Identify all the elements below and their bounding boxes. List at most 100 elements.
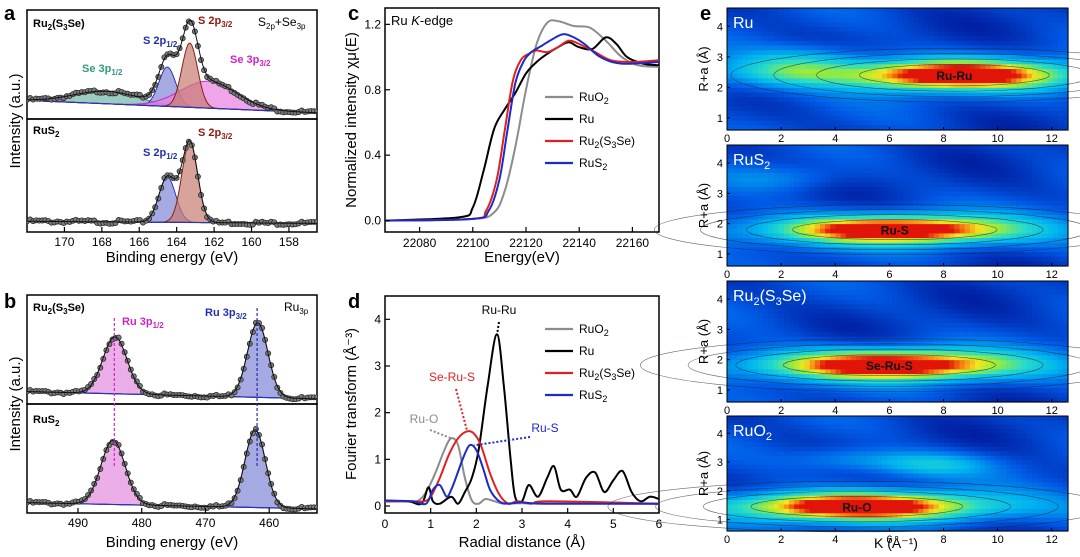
heat-cell — [990, 191, 997, 197]
heat-cell — [820, 36, 826, 42]
heat-cell — [969, 26, 976, 33]
heat-cell — [742, 256, 749, 262]
heat-cell — [1016, 252, 1023, 258]
heat-cell — [892, 242, 899, 248]
heat-cell — [980, 145, 986, 151]
heat-cell — [742, 40, 749, 47]
heat-cell — [799, 224, 806, 230]
heat-cell — [789, 87, 795, 94]
heat-cell — [830, 355, 837, 361]
heat-cell — [1011, 31, 1017, 37]
heat-cell — [732, 8, 738, 14]
heat-cell — [727, 299, 733, 305]
heat-cell — [794, 308, 800, 315]
heat-cell — [959, 50, 966, 56]
heat-cell — [804, 163, 811, 169]
heat-cell — [995, 69, 1002, 75]
heat-cell — [990, 200, 997, 207]
heat-cell — [778, 64, 785, 70]
heat-cell — [727, 59, 733, 65]
heat-cell — [799, 31, 806, 37]
heat-cell — [1062, 196, 1069, 202]
panel-letter-a: a — [4, 3, 16, 25]
heat-cell — [1011, 261, 1017, 267]
heat-cell — [1016, 149, 1023, 155]
heat-cell — [794, 304, 800, 310]
heat-cell — [980, 224, 986, 230]
heat-cell — [938, 256, 945, 262]
heat-cell — [866, 168, 873, 174]
heat-cell — [897, 87, 904, 94]
heat-cell — [887, 261, 893, 267]
heat-cell — [732, 281, 738, 287]
heat-cell — [768, 78, 775, 84]
heat-cell — [1000, 182, 1007, 188]
heat-cell — [1047, 54, 1054, 61]
heat-cell — [794, 163, 800, 169]
heat-cell — [1011, 106, 1017, 112]
heat-cell — [944, 69, 950, 75]
heat-cell — [773, 336, 780, 343]
heat-cell — [1011, 26, 1017, 33]
heat-cell — [789, 191, 795, 197]
heat-cell — [763, 210, 769, 216]
heat-cell — [861, 378, 868, 384]
heat-cell — [799, 120, 806, 126]
heat-cell — [732, 252, 738, 258]
x-tick-label: 12 — [1046, 133, 1058, 145]
panel-d-xlabel: Radial distance (Å) — [459, 534, 586, 551]
heat-cell — [830, 54, 837, 61]
heat-cell — [985, 125, 992, 131]
heat-cell — [799, 388, 806, 394]
heat-cell — [954, 214, 961, 221]
heat-cell — [773, 355, 780, 361]
heat-cell — [1000, 168, 1007, 174]
heat-cell — [835, 322, 842, 329]
heat-cell — [768, 369, 775, 375]
heat-cell — [758, 210, 764, 216]
heat-cell — [913, 101, 919, 108]
heat-cell — [1026, 69, 1033, 75]
heat-cell — [975, 36, 981, 42]
heat-cell — [871, 214, 878, 221]
heat-cell — [752, 299, 759, 305]
heat-cell — [1052, 214, 1059, 221]
heat-cell — [995, 50, 1002, 56]
heat-cell — [804, 374, 811, 380]
heat-cell — [866, 115, 873, 122]
heat-cell — [835, 219, 842, 225]
heat-cell — [778, 392, 785, 398]
heat-cell — [861, 186, 868, 193]
heat-cell — [799, 332, 806, 338]
heat-cell — [1047, 59, 1054, 65]
heat-cell — [814, 40, 821, 47]
heat-cell — [1037, 224, 1043, 230]
heat-cell — [866, 40, 873, 47]
heat-cell — [856, 210, 862, 216]
heat-cell — [959, 186, 966, 193]
heat-cell — [975, 238, 981, 244]
heat-cell — [1006, 106, 1012, 112]
map-frame — [726, 7, 1069, 131]
heat-cell — [871, 350, 878, 357]
heat-cell — [969, 59, 976, 65]
heat-cell — [933, 36, 940, 42]
heat-cell — [752, 158, 759, 165]
heat-cell — [907, 242, 914, 248]
heat-cell — [851, 285, 857, 291]
heat-cell — [949, 219, 955, 225]
heat-cell — [727, 322, 733, 329]
heat-cell — [1000, 261, 1007, 267]
heat-cell — [783, 78, 790, 84]
heat-cell — [799, 378, 806, 384]
heat-cell — [794, 313, 800, 319]
heat-cell — [851, 214, 857, 221]
heat-cell — [954, 233, 961, 239]
heat-cell — [830, 336, 837, 343]
heat-cell — [763, 106, 769, 112]
heat-cell — [732, 355, 738, 361]
heat-cell — [778, 360, 785, 366]
heat-cell — [876, 238, 883, 244]
heat-cell — [913, 149, 919, 155]
heat-cell — [851, 78, 857, 84]
